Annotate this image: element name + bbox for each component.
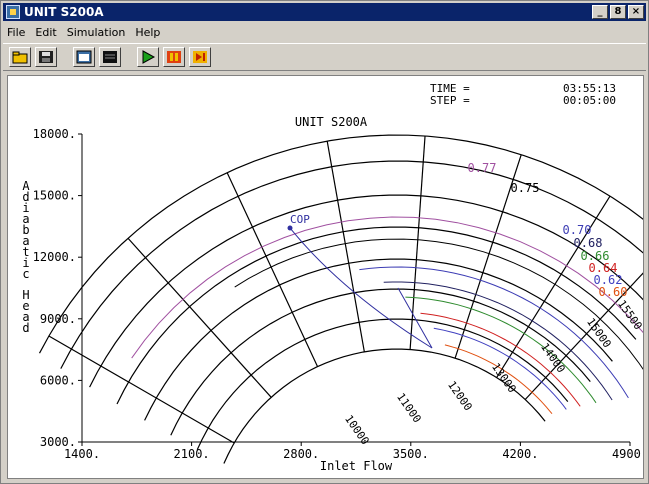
menu-help[interactable]: Help [135, 25, 161, 39]
flow-line [496, 195, 611, 378]
y-axis-label-char: a [22, 212, 29, 226]
y-tick-label: 6000. [40, 373, 76, 387]
play-icon [142, 50, 156, 64]
y-axis-label-char: d [22, 190, 29, 204]
x-tick-label: 4200. [502, 447, 538, 461]
efficiency-curve [444, 344, 553, 415]
efficiency-curve [383, 281, 613, 401]
operating-point-label: COP [290, 213, 310, 226]
time-value: 03:55:13 [563, 82, 616, 95]
efficiency-curve [234, 238, 649, 380]
x-axis-label: Inlet Flow [320, 459, 393, 473]
efficiency-curve [131, 216, 649, 359]
y-axis-label-char: e [22, 299, 29, 313]
y-tick-label: 12000. [33, 250, 76, 264]
open-button[interactable] [9, 47, 31, 67]
open-icon [12, 51, 28, 64]
flow-line [226, 172, 319, 367]
speed-line [223, 348, 546, 464]
x-tick-label: 1400. [64, 447, 100, 461]
flow-line [409, 135, 426, 350]
y-axis-label-char: a [22, 234, 29, 248]
y-tick-label: 18000. [33, 127, 76, 141]
flow-line [48, 335, 235, 444]
y-axis-label-char: i [22, 201, 29, 215]
pause-button[interactable] [163, 47, 185, 67]
maximize-button[interactable]: 8 [610, 5, 626, 19]
title-bar: UNIT S200A _ 8 × [3, 3, 646, 21]
efficiency-curve [433, 327, 567, 410]
save-button[interactable] [35, 47, 57, 67]
step-icon [193, 51, 207, 63]
close-button[interactable]: × [628, 5, 644, 19]
play-button[interactable] [137, 47, 159, 67]
y-axis-label-char: i [22, 256, 29, 270]
pause-icon [167, 51, 181, 63]
compressor-map-chart: 3000. 6000. 9000. 12000. 15000. 18000. 1400. 21… [22, 115, 649, 473]
monitor-icon [103, 51, 117, 63]
y-axis-label-char: d [22, 321, 29, 335]
window-icon [76, 50, 92, 64]
speed-line [89, 194, 649, 388]
speed-line [60, 160, 649, 369]
y-tick-label: 9000. [40, 312, 76, 326]
x-tick-label: 4900. [612, 447, 643, 461]
speed-label: 15500 [615, 298, 643, 333]
flow-line [454, 154, 522, 359]
speed-label: 12000 [445, 379, 475, 414]
step-label: STEP = [430, 94, 470, 107]
step-value: 00:05:00 [563, 94, 616, 107]
menu-bar: File Edit Simulation Help [3, 23, 646, 41]
efficiency-label: 0.60 [599, 285, 628, 299]
chart-title: UNIT S200A [295, 115, 368, 129]
speed-label: 11000 [394, 391, 424, 426]
efficiency-label: 0.75 [511, 181, 540, 195]
efficiency-label: 0.62 [594, 273, 623, 287]
efficiency-label: 0.64 [589, 261, 618, 275]
y-tick-label: 3000. [40, 435, 76, 449]
x-tick-label: 2800. [283, 447, 319, 461]
flow-line [326, 141, 365, 352]
speed-line [38, 134, 649, 354]
efficiency-curve [405, 296, 597, 404]
y-axis-label-char: b [22, 223, 29, 237]
y-axis-label-char: c [22, 267, 29, 281]
menu-simulation[interactable]: Simulation [66, 25, 126, 39]
y-axis-label-char: H [22, 288, 29, 302]
flow-line [524, 265, 649, 400]
app-icon [6, 5, 20, 19]
menu-file[interactable]: File [7, 25, 26, 39]
save-icon [39, 51, 53, 63]
plot-canvas: TIME = 03:55:13 STEP = 00:05:00 3000. 600… [7, 75, 649, 479]
time-label: TIME = [430, 82, 470, 95]
efficiency-label: 0.70 [563, 223, 592, 237]
y-tick-label: 15000. [33, 189, 76, 203]
y-axis-label-char: t [22, 245, 29, 259]
efficiency-label: 0.77 [468, 161, 497, 175]
efficiency-label: 0.68 [574, 236, 603, 250]
efficiency-curve [359, 266, 629, 399]
menu-edit[interactable]: Edit [35, 25, 57, 39]
x-tick-label: 2100. [174, 447, 210, 461]
speed-line [116, 226, 637, 405]
toolbar [3, 43, 646, 71]
speed-line [170, 288, 591, 436]
y-axis-label-char: a [22, 310, 29, 324]
minimize-button[interactable]: _ [592, 5, 608, 19]
window-title: UNIT S200A [24, 5, 104, 19]
efficiency-label: 0.66 [581, 249, 610, 263]
speed-line [144, 258, 613, 421]
step-button[interactable] [189, 47, 211, 67]
x-tick-label: 3500. [393, 447, 429, 461]
monitor-button[interactable] [99, 47, 121, 67]
flow-line [127, 237, 272, 398]
operating-trajectory [289, 227, 433, 349]
efficiency-curve [420, 312, 581, 407]
window-button[interactable] [73, 47, 95, 67]
y-axis-label-char: A [22, 179, 30, 193]
